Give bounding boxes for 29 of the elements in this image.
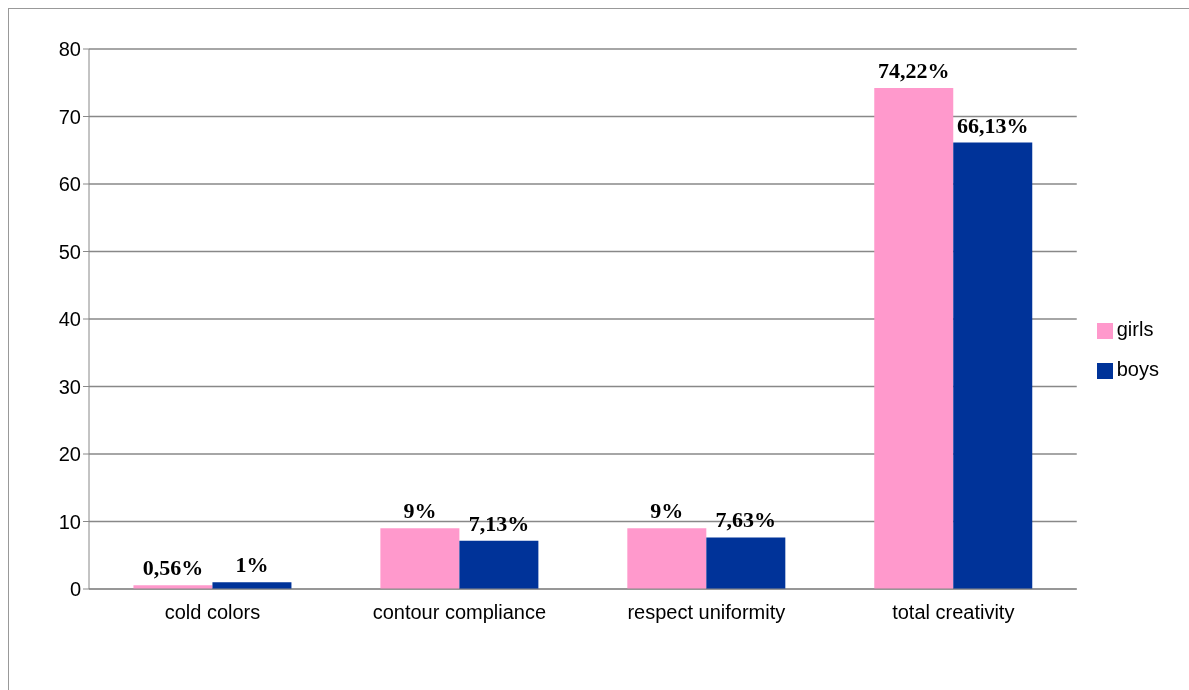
y-tick-label: 80 xyxy=(58,38,81,61)
x-tick-label: cold colors xyxy=(164,601,261,623)
y-tick-label: 60 xyxy=(58,173,81,196)
y-tick-label: 70 xyxy=(58,105,81,128)
bar xyxy=(874,88,954,589)
y-tick-label: 30 xyxy=(58,375,81,398)
bar xyxy=(953,142,1033,589)
x-tick-label: contour compliance xyxy=(372,601,547,623)
bar xyxy=(627,528,707,589)
bar xyxy=(380,528,460,589)
bar xyxy=(459,540,539,589)
data-label: 9% xyxy=(650,498,684,524)
x-tick-label: respect uniformity xyxy=(627,601,786,623)
legend-label: boys xyxy=(1116,358,1159,380)
y-tick-label: 0 xyxy=(69,578,81,601)
data-label: 7,63% xyxy=(715,507,777,533)
y-tick-label: 20 xyxy=(58,443,81,466)
y-tick-label: 50 xyxy=(58,240,81,263)
data-label: 0,56% xyxy=(142,555,204,581)
data-label: 7,13% xyxy=(468,510,530,536)
bar xyxy=(706,537,786,589)
data-label: 74,22% xyxy=(878,58,950,84)
data-label: 66,13% xyxy=(957,112,1029,138)
data-label: 9% xyxy=(403,498,437,524)
x-tick-label: total creativity xyxy=(892,601,1015,623)
data-label: 1% xyxy=(235,552,269,578)
y-tick-label: 10 xyxy=(58,510,81,533)
y-tick-label: 40 xyxy=(58,308,81,331)
legend-label: girls xyxy=(1116,318,1154,340)
